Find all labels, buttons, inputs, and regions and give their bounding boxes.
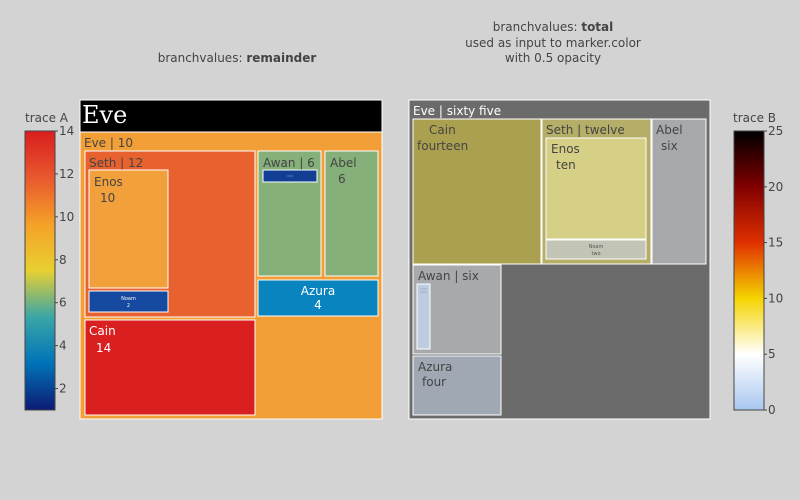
tile-a-abel-name: Abel <box>330 156 357 170</box>
colorbar-b: trace B 0 5 10 15 20 25 <box>733 111 783 417</box>
tile-a-seth-value: 12 <box>128 156 143 170</box>
tile-b-seth-value: twelve <box>585 123 625 137</box>
tile-b-noam-value: two <box>591 251 600 257</box>
tile-b-noam-name: Noam <box>589 244 604 250</box>
tile-a-enos[interactable]: Enos 10 <box>88 169 169 289</box>
tile-a-eve-label: Eve | 10 <box>84 136 133 150</box>
title-trace-b-line1: branchvalues: total <box>493 20 614 34</box>
tile-b-enoch[interactable] <box>416 283 431 350</box>
tile-b-cain-name: Cain <box>429 123 456 137</box>
tile-a-enos-value: 10 <box>100 191 115 205</box>
colorbar-tick-label: 10 <box>768 291 783 305</box>
title-trace-a-bold: remainder <box>246 51 316 65</box>
tile-b-awan-name: Awan <box>418 269 451 283</box>
colorbar-tick-label: 5 <box>768 347 776 361</box>
tile-a-cain-name: Cain <box>89 324 116 338</box>
tile-a-seth-label: Seth | 12 <box>89 156 143 170</box>
tile-b-abel[interactable]: Abel six <box>651 118 707 265</box>
colorbar-a-title: trace A <box>25 111 69 125</box>
tile-b-eve-label: Eve | sixty five <box>413 104 501 118</box>
tile-a-awan-label: Awan | 6 <box>263 156 315 170</box>
colorbar-tick-label: 0 <box>768 403 776 417</box>
colorbar-a-ticks: 2 4 6 8 10 12 14 <box>55 124 74 396</box>
colorbar-b-bar <box>733 130 765 411</box>
colorbar-tick-label: 2 <box>59 382 67 396</box>
tile-a-enos-name: Enos <box>94 175 123 189</box>
tile-b-enos-name: Enos <box>551 142 580 156</box>
tile-a-abel-value: 6 <box>338 172 346 186</box>
tile-b-seth-name: Seth <box>546 123 573 137</box>
tile-a-noam-name: Noam <box>121 296 136 302</box>
tile-a-abel[interactable]: Abel 6 <box>324 150 379 277</box>
tile-a-awan-value: 6 <box>307 156 315 170</box>
colorbar-tick-label: 10 <box>59 210 74 224</box>
tile-a-enoch[interactable] <box>262 169 318 183</box>
tile-b-azura-name: Azura <box>418 360 452 374</box>
tile-b-seth-label: Seth | twelve <box>546 123 625 137</box>
tile-b-cain[interactable]: Cain fourteen <box>412 118 542 265</box>
tile-b-abel-value: six <box>661 139 678 153</box>
colorbar-b-ticks: 0 5 10 15 20 25 <box>764 124 783 417</box>
treemap-a: Eve Eve | 10 Seth | 12 Enos 10 Noam 2 Aw… <box>79 99 383 420</box>
tile-a-seth-name: Seth <box>89 156 116 170</box>
tile-a-awan-name: Awan <box>263 156 296 170</box>
colorbar-tick-label: 20 <box>768 180 783 194</box>
tile-b-azura-value: four <box>422 375 446 389</box>
tile-b-azura[interactable]: Azura four <box>412 355 502 416</box>
tile-a-root-label: Eve <box>82 101 127 129</box>
tile-b-enos-value: ten <box>556 158 576 172</box>
tile-b-eve-name: Eve <box>413 104 435 118</box>
title-trace-a-prefix: branchvalues: <box>158 51 247 65</box>
tile-a-noam-value: 2 <box>127 303 130 309</box>
title-trace-a: branchvalues: remainder <box>158 51 317 65</box>
tile-a-azura[interactable]: Azura 4 <box>257 279 379 317</box>
tile-b-enos[interactable]: Enos ten <box>545 137 647 240</box>
tile-a-noam[interactable]: Noam 2 <box>88 290 169 313</box>
colorbar-tick-label: 14 <box>59 124 74 138</box>
title-trace-b-bold: total <box>581 20 613 34</box>
colorbar-tick-label: 8 <box>59 253 67 267</box>
tile-a-azura-value: 4 <box>314 298 322 312</box>
tile-a-root[interactable]: Eve <box>79 99 383 133</box>
tile-a-cain[interactable]: Cain 14 <box>84 319 256 416</box>
tile-b-cain-value: fourteen <box>417 139 468 153</box>
title-trace-b-line2: used as input to marker.color <box>465 36 641 50</box>
colorbar-a: trace A 2 4 6 8 10 12 14 <box>24 111 74 411</box>
colorbar-tick-label: 6 <box>59 296 67 310</box>
tile-b-noam[interactable]: Noam two <box>545 239 647 260</box>
tile-b-awan-label: Awan | six <box>418 269 479 283</box>
tile-b-eve-value: sixty five <box>447 104 501 118</box>
colorbar-a-bar <box>24 130 56 411</box>
colorbar-tick-label: 25 <box>768 124 783 138</box>
colorbar-tick-label: 15 <box>768 236 783 250</box>
colorbar-tick-label: 4 <box>59 339 67 353</box>
title-trace-b-line3: with 0.5 opacity <box>505 51 601 65</box>
tile-a-eve-value: 10 <box>118 136 133 150</box>
colorbar-tick-label: 12 <box>59 167 74 181</box>
tile-b-awan-value: six <box>462 269 479 283</box>
tile-b-abel-name: Abel <box>656 123 683 137</box>
tile-a-eve-name: Eve <box>84 136 106 150</box>
tile-a-azura-name: Azura <box>301 284 335 298</box>
colorbar-b-title: trace B <box>733 111 776 125</box>
title-trace-b-prefix: branchvalues: <box>493 20 582 34</box>
treemap-b: Eve | sixty five Cain fourteen Seth | tw… <box>408 99 711 420</box>
tile-a-cain-value: 14 <box>96 341 111 355</box>
